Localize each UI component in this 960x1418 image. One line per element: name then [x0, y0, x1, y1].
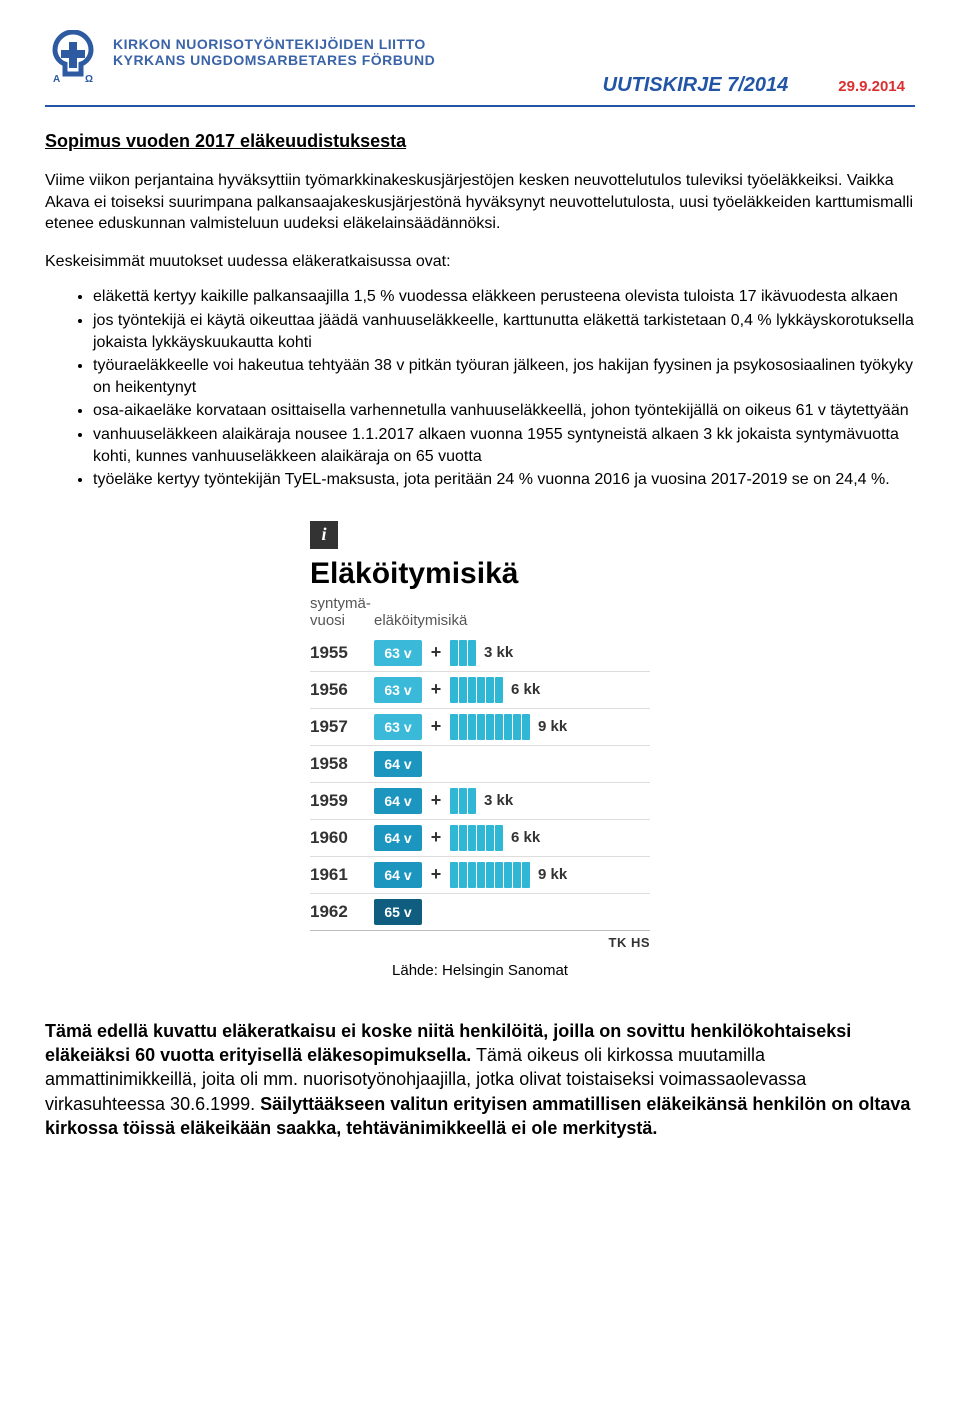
age-badge: 64 v	[374, 862, 422, 888]
birth-year: 1960	[310, 828, 374, 848]
bullet-item: osa-aikaeläke korvataan osittaisella var…	[93, 400, 915, 422]
extra-months: 9 kk	[538, 866, 567, 883]
extra-months: 6 kk	[511, 829, 540, 846]
org-name-sv: KYRKANS UNGDOMSARBETARES FÖRBUND	[113, 52, 915, 68]
plus-sign: +	[422, 642, 450, 663]
age-row: 195964 v+3 kk	[310, 783, 650, 820]
extra-months: 3 kk	[484, 644, 513, 661]
age-row: 195864 v	[310, 746, 650, 783]
month-bars	[450, 640, 476, 666]
bullet-item: vanhuuseläkkeen alaikäraja nousee 1.1.20…	[93, 424, 915, 467]
extra-months: 6 kk	[511, 681, 540, 698]
info-icon: i	[310, 521, 338, 549]
age-badge: 65 v	[374, 899, 422, 925]
age-badge: 64 v	[374, 751, 422, 777]
birth-year: 1962	[310, 902, 374, 922]
closing-para: Tämä edellä kuvattu eläkeratkaisu ei kos…	[45, 1019, 915, 1140]
newsletter-title: UUTISKIRJE 7/2014	[603, 74, 789, 97]
birth-year: 1958	[310, 754, 374, 774]
section-heading: Sopimus vuoden 2017 eläkeuudistuksesta	[45, 131, 915, 152]
age-badge: 63 v	[374, 714, 422, 740]
list-intro: Keskeisimmät muutokset uudessa eläkeratk…	[45, 251, 915, 273]
bullet-item: työuraeläkkeelle voi hakeutua tehtyään 3…	[93, 355, 915, 398]
birth-year: 1956	[310, 680, 374, 700]
birth-year: 1961	[310, 865, 374, 885]
subhead-birth-year: syntymä- vuosi	[310, 595, 374, 629]
divider	[45, 105, 915, 107]
month-bars	[450, 825, 503, 851]
intro-para: Viime viikon perjantaina hyväksyttiin ty…	[45, 170, 915, 235]
age-badge: 63 v	[374, 640, 422, 666]
graphic-credit: TK HS	[310, 935, 650, 950]
age-row: 196164 v+9 kk	[310, 857, 650, 894]
plus-sign: +	[422, 790, 450, 811]
birth-year: 1959	[310, 791, 374, 811]
age-row: 196064 v+6 kk	[310, 820, 650, 857]
age-row: 196265 v	[310, 894, 650, 931]
plus-sign: +	[422, 716, 450, 737]
month-bars	[450, 714, 530, 740]
age-badge: 63 v	[374, 677, 422, 703]
age-row: 195563 v+3 kk	[310, 635, 650, 672]
age-badge: 64 v	[374, 825, 422, 851]
month-bars	[450, 862, 530, 888]
bullet-item: jos työntekijä ei käytä oikeuttaa jäädä …	[93, 310, 915, 353]
plus-sign: +	[422, 864, 450, 885]
svg-text:Ω: Ω	[85, 74, 93, 85]
month-bars	[450, 677, 503, 703]
subhead-retire-age: eläköitymisikä	[374, 612, 467, 629]
extra-months: 3 kk	[484, 792, 513, 809]
infographic: i Eläköitymisikä syntymä- vuosi eläköity…	[310, 521, 650, 950]
bullet-list: eläkettä kertyy kaikille palkansaajilla …	[45, 286, 915, 490]
plus-sign: +	[422, 827, 450, 848]
graphic-title: Eläköitymisikä	[310, 557, 650, 591]
bullet-item: työeläke kertyy työntekijän TyEL-maksust…	[93, 469, 915, 491]
newsletter-date: 29.9.2014	[838, 78, 905, 95]
birth-year: 1955	[310, 643, 374, 663]
age-row: 195763 v+9 kk	[310, 709, 650, 746]
org-name-fi: KIRKON NUORISOTYÖNTEKIJÖIDEN LIITTO	[113, 36, 915, 52]
svg-text:Α: Α	[53, 74, 60, 85]
plus-sign: +	[422, 679, 450, 700]
org-logo: Α Ω	[45, 30, 101, 86]
extra-months: 9 kk	[538, 718, 567, 735]
age-row: 195663 v+6 kk	[310, 672, 650, 709]
bullet-item: eläkettä kertyy kaikille palkansaajilla …	[93, 286, 915, 308]
graphic-source: Lähde: Helsingin Sanomat	[45, 962, 915, 979]
birth-year: 1957	[310, 717, 374, 737]
age-badge: 64 v	[374, 788, 422, 814]
month-bars	[450, 788, 476, 814]
